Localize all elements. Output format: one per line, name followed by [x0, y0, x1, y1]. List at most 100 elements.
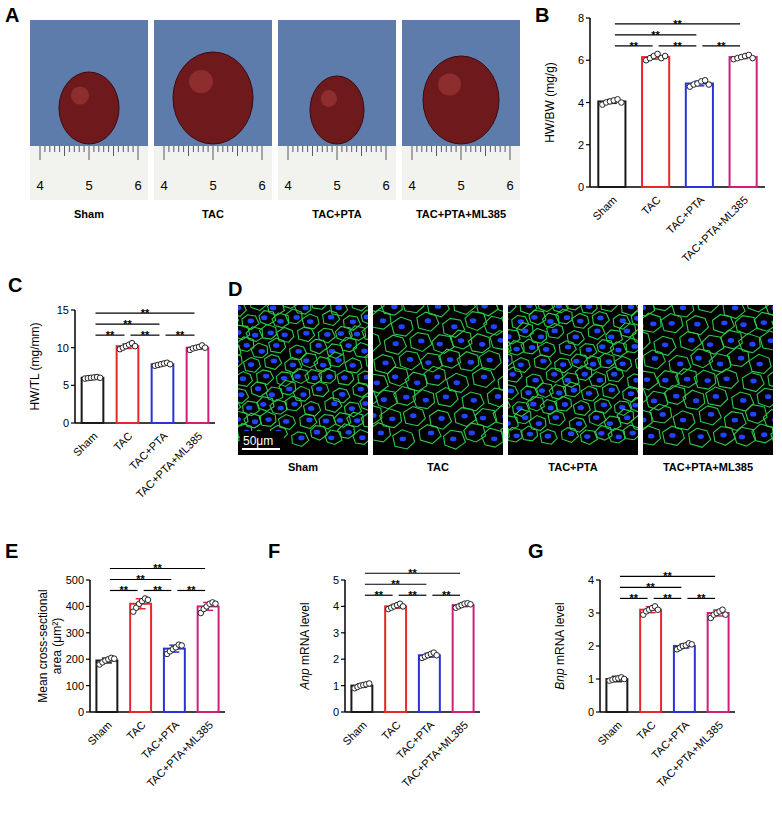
cell-membrane — [746, 305, 768, 312]
nucleus — [772, 306, 773, 311]
nucleus — [634, 316, 638, 321]
ruler-minor-tick — [252, 146, 253, 152]
nucleus — [244, 343, 250, 348]
cell-membrane — [417, 312, 439, 331]
nucleus — [331, 401, 337, 406]
cell-membrane — [589, 372, 606, 387]
bar — [730, 57, 757, 187]
ruler-minor-tick — [138, 146, 139, 160]
cell-membrane — [312, 382, 329, 397]
significance-label: ** — [663, 570, 672, 582]
ruler-minor-tick — [128, 146, 129, 152]
cell-membrane — [366, 354, 368, 369]
cell-membrane — [598, 353, 615, 368]
nucleus — [400, 436, 406, 441]
data-point — [97, 375, 103, 381]
nucleus — [648, 434, 654, 439]
cell-membrane — [757, 388, 773, 407]
x-tick-label: Sham — [85, 719, 114, 748]
cell-membrane — [410, 333, 432, 352]
heart-photo — [278, 20, 396, 200]
nucleus — [270, 306, 276, 311]
nucleus — [373, 305, 376, 306]
ruler-label: 4 — [408, 178, 415, 193]
ruler-minor-tick — [480, 146, 481, 152]
ruler-minor-tick — [431, 146, 432, 152]
nucleus — [609, 388, 615, 393]
y-axis-title-gene: Bnp — [553, 668, 567, 690]
ruler — [402, 146, 520, 200]
cell-membrane — [476, 305, 498, 316]
x-tick-label: TAC — [639, 194, 663, 218]
ruler-label: 5 — [457, 178, 464, 193]
nucleus — [573, 334, 579, 339]
nucleus — [677, 361, 683, 366]
nucleus — [303, 358, 309, 363]
nucleus — [298, 436, 304, 441]
nucleus — [673, 394, 679, 399]
cell-membrane — [580, 344, 597, 359]
y-axis-title-line: Anp mRNA level — [298, 602, 312, 690]
cell-membrane — [547, 323, 564, 338]
ruler-minor-tick — [421, 146, 422, 152]
cell-membrane — [555, 358, 572, 373]
ruler-minor-tick — [426, 146, 427, 152]
data-point — [132, 343, 138, 349]
cell-membrane — [508, 367, 522, 382]
significance-label: ** — [106, 329, 115, 341]
nucleus — [508, 389, 514, 394]
nucleus — [545, 434, 551, 439]
ruler-minor-tick — [288, 146, 289, 160]
nucleus — [398, 324, 404, 329]
cell-membrane — [520, 305, 537, 314]
cell-membrane — [323, 311, 340, 326]
y-tick — [341, 659, 345, 660]
cell-membrane — [251, 343, 268, 358]
micrograph-background — [238, 305, 368, 455]
cell-membrane — [508, 305, 516, 313]
photo-background — [402, 20, 520, 146]
ruler-minor-tick — [188, 146, 189, 156]
cell-membrane — [521, 339, 538, 354]
ruler-minor-tick — [505, 146, 506, 152]
cell-membrane — [311, 426, 328, 441]
cell-membrane — [276, 372, 293, 387]
heart-highlight — [189, 70, 213, 93]
nucleus — [308, 406, 314, 411]
cell-membrane — [546, 368, 563, 383]
bar — [674, 646, 695, 712]
ruler-minor-tick — [198, 146, 199, 152]
nucleus — [756, 362, 762, 367]
nucleus — [345, 343, 351, 348]
cell-membrane — [393, 430, 415, 449]
ruler-minor-tick — [193, 146, 194, 152]
cell-membrane — [394, 387, 416, 406]
nucleus — [628, 305, 634, 309]
cell-membrane — [752, 424, 773, 443]
cell-membrane — [265, 355, 282, 370]
cell-membrane — [285, 396, 302, 411]
nucleus — [598, 431, 604, 436]
data-point — [202, 345, 208, 351]
nucleus — [286, 386, 292, 391]
bar — [598, 101, 625, 187]
ruler-label: 6 — [382, 178, 389, 193]
ruler-minor-tick — [164, 146, 165, 160]
panel-letter: F — [268, 540, 280, 562]
cell-membrane — [508, 398, 510, 413]
nucleus — [246, 405, 252, 410]
y-tick — [86, 579, 90, 580]
cell-membrane — [360, 396, 368, 411]
nucleus — [508, 421, 511, 426]
nucleus — [562, 402, 568, 407]
cell-membrane — [508, 385, 518, 400]
cell-membrane — [361, 413, 368, 428]
cell-membrane — [630, 398, 638, 413]
ruler-minor-tick — [44, 146, 45, 152]
panel-letter: A — [5, 4, 19, 26]
cell-membrane — [556, 309, 573, 324]
panel-letter: C — [8, 274, 22, 296]
ruler-minor-tick — [371, 146, 372, 152]
bar — [385, 606, 406, 712]
nucleus — [380, 318, 386, 323]
